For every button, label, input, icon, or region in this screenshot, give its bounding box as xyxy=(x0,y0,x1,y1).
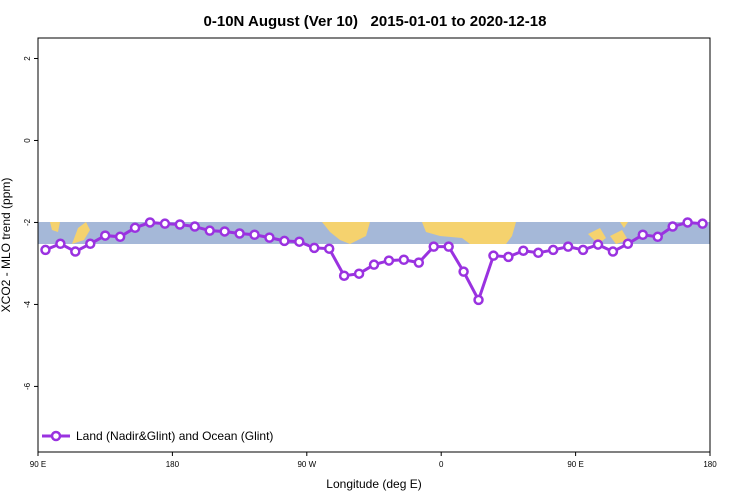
point xyxy=(682,217,693,228)
point xyxy=(144,217,156,228)
x-tick-label: 90 E xyxy=(30,460,46,469)
y-tick-label: 0 xyxy=(23,138,32,143)
point xyxy=(368,259,380,270)
point xyxy=(697,218,708,229)
point xyxy=(518,245,529,256)
point xyxy=(234,228,245,239)
y-axis-label: XCO2 - MLO trend (ppm) xyxy=(0,178,13,313)
point xyxy=(159,218,171,229)
point xyxy=(428,241,439,252)
point xyxy=(592,239,604,250)
point xyxy=(398,254,410,266)
point xyxy=(562,241,574,252)
point xyxy=(264,232,275,243)
point xyxy=(114,231,126,243)
point xyxy=(189,221,201,232)
land xyxy=(422,222,516,244)
land xyxy=(322,222,370,244)
point xyxy=(309,242,320,254)
x-tick-label: 90 W xyxy=(297,460,316,469)
legend-label: Land (Nadir&Glint) and Ocean (Glint) xyxy=(76,429,273,443)
point xyxy=(219,226,230,237)
point xyxy=(249,229,260,241)
point xyxy=(383,255,395,266)
point xyxy=(129,222,141,234)
point xyxy=(652,231,663,243)
y-tick-label: 2 xyxy=(23,56,32,61)
y-tick-label: -2 xyxy=(23,218,32,226)
point xyxy=(85,238,96,250)
point xyxy=(204,225,215,236)
point xyxy=(458,266,469,277)
point xyxy=(279,235,290,247)
land xyxy=(50,222,90,244)
point xyxy=(338,270,350,281)
point xyxy=(607,246,619,257)
point xyxy=(323,243,335,254)
point xyxy=(443,241,454,252)
land xyxy=(588,222,628,244)
point xyxy=(667,221,678,232)
x-tick-label: 180 xyxy=(166,460,180,469)
point xyxy=(637,229,649,241)
point xyxy=(294,236,305,247)
legend-marker xyxy=(50,430,62,442)
point xyxy=(533,247,544,259)
y-tick-label: -6 xyxy=(23,382,32,390)
point xyxy=(622,238,634,250)
point xyxy=(413,257,425,268)
point xyxy=(55,238,66,250)
x-tick-label: 0 xyxy=(439,460,444,469)
x-tick-label: 90 E xyxy=(567,460,583,469)
chart-title: 0-10N August (Ver 10) 2015-01-01 to 2020… xyxy=(204,13,547,30)
point xyxy=(70,246,81,257)
point xyxy=(353,268,365,279)
point xyxy=(577,244,589,256)
point xyxy=(488,250,499,261)
point xyxy=(473,294,484,306)
point xyxy=(547,244,559,256)
point xyxy=(40,244,51,256)
x-axis-label: Longitude (deg E) xyxy=(326,477,421,491)
y-tick-label: -4 xyxy=(23,300,32,308)
plot-frame xyxy=(37,37,711,453)
point xyxy=(503,251,514,263)
point xyxy=(99,230,111,241)
point xyxy=(174,219,186,230)
x-tick-label: 180 xyxy=(703,460,717,469)
